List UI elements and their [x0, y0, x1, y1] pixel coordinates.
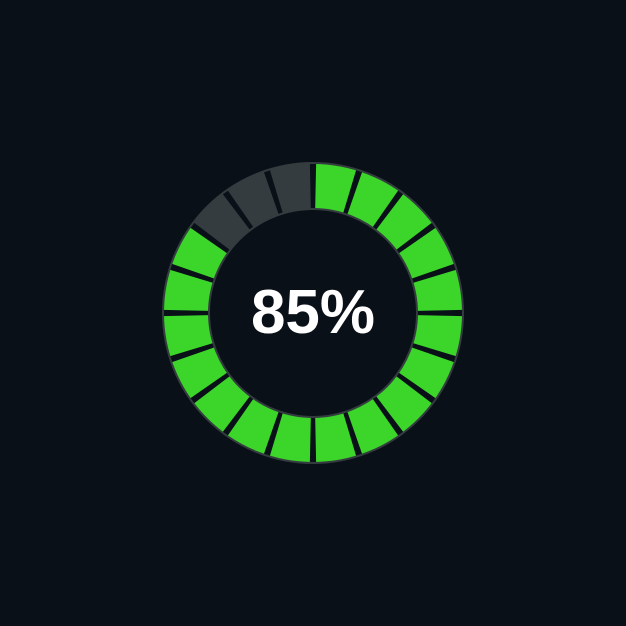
gauge-segment [270, 413, 311, 463]
progress-gauge: 85% [159, 159, 467, 467]
gauge-segment [270, 163, 311, 213]
gauge-ring-stroke [209, 209, 417, 417]
gauge-segment [315, 163, 356, 213]
gauge-segment [163, 315, 213, 356]
gauge-segment [413, 315, 463, 356]
gauge-segment [413, 270, 463, 311]
gauge-segment [315, 413, 356, 463]
gauge-segment [163, 270, 213, 311]
gauge-ring [159, 159, 467, 467]
